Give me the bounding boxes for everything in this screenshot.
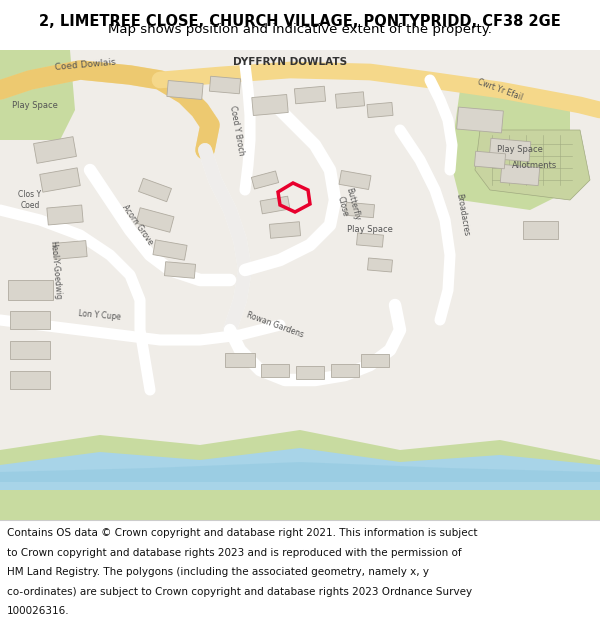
Polygon shape [139, 178, 172, 202]
Polygon shape [367, 102, 393, 118]
Polygon shape [10, 311, 50, 329]
Polygon shape [0, 430, 600, 520]
Polygon shape [10, 371, 50, 389]
Polygon shape [164, 262, 196, 278]
Polygon shape [225, 353, 255, 367]
Text: Clos Y
Coed: Clos Y Coed [19, 190, 41, 210]
Polygon shape [500, 164, 540, 186]
Polygon shape [0, 448, 600, 490]
Polygon shape [331, 364, 359, 376]
Polygon shape [40, 168, 80, 192]
Text: Lon Y Cupe: Lon Y Cupe [79, 309, 122, 321]
Polygon shape [153, 240, 187, 260]
Polygon shape [260, 196, 290, 214]
Text: Coed Y Broch: Coed Y Broch [228, 104, 246, 156]
Text: HM Land Registry. The polygons (including the associated geometry, namely x, y: HM Land Registry. The polygons (includin… [7, 568, 429, 578]
Polygon shape [209, 76, 241, 94]
Text: Play Space: Play Space [347, 226, 393, 234]
Text: Play Space: Play Space [497, 146, 543, 154]
Polygon shape [167, 81, 203, 99]
Polygon shape [296, 366, 324, 379]
Polygon shape [261, 364, 289, 376]
Polygon shape [475, 130, 590, 200]
Text: 100026316.: 100026316. [7, 606, 70, 616]
Text: Rowan Gardens: Rowan Gardens [245, 311, 305, 339]
Text: Allotments: Allotments [512, 161, 557, 169]
Polygon shape [252, 94, 288, 116]
Polygon shape [346, 202, 374, 217]
Text: co-ordinates) are subject to Crown copyright and database rights 2023 Ordnance S: co-ordinates) are subject to Crown copyr… [7, 587, 472, 597]
Polygon shape [0, 462, 600, 482]
Text: 2, LIMETREE CLOSE, CHURCH VILLAGE, PONTYPRIDD, CF38 2GE: 2, LIMETREE CLOSE, CHURCH VILLAGE, PONTY… [39, 14, 561, 29]
Text: Butterfly
Close: Butterfly Close [334, 186, 362, 224]
Polygon shape [10, 341, 50, 359]
Text: Broadacres: Broadacres [454, 193, 470, 237]
Polygon shape [523, 221, 557, 239]
Polygon shape [489, 138, 531, 162]
Text: Coed Dowlais: Coed Dowlais [54, 58, 116, 72]
Polygon shape [295, 86, 326, 104]
Text: Play Space: Play Space [12, 101, 58, 109]
Text: Contains OS data © Crown copyright and database right 2021. This information is : Contains OS data © Crown copyright and d… [7, 528, 478, 538]
Polygon shape [335, 92, 365, 108]
Polygon shape [450, 90, 570, 210]
Polygon shape [457, 107, 503, 133]
Polygon shape [0, 50, 75, 140]
Text: Acorn Grove: Acorn Grove [121, 203, 155, 247]
Text: Cwrt Yr Efail: Cwrt Yr Efail [476, 78, 524, 102]
Polygon shape [53, 241, 87, 259]
Polygon shape [47, 205, 83, 225]
Polygon shape [356, 233, 383, 247]
Polygon shape [269, 222, 301, 238]
Polygon shape [34, 137, 76, 163]
Text: Map shows position and indicative extent of the property.: Map shows position and indicative extent… [108, 23, 492, 36]
Polygon shape [368, 258, 392, 272]
Polygon shape [136, 208, 174, 232]
Polygon shape [7, 280, 53, 300]
Polygon shape [251, 171, 278, 189]
Polygon shape [339, 171, 371, 189]
Polygon shape [475, 151, 506, 169]
Text: Heol-Y-Goedwig: Heol-Y-Goedwig [48, 240, 62, 300]
Polygon shape [361, 354, 389, 366]
Text: to Crown copyright and database rights 2023 and is reproduced with the permissio: to Crown copyright and database rights 2… [7, 548, 462, 558]
Text: DYFFRYN DOWLATS: DYFFRYN DOWLATS [233, 57, 347, 67]
